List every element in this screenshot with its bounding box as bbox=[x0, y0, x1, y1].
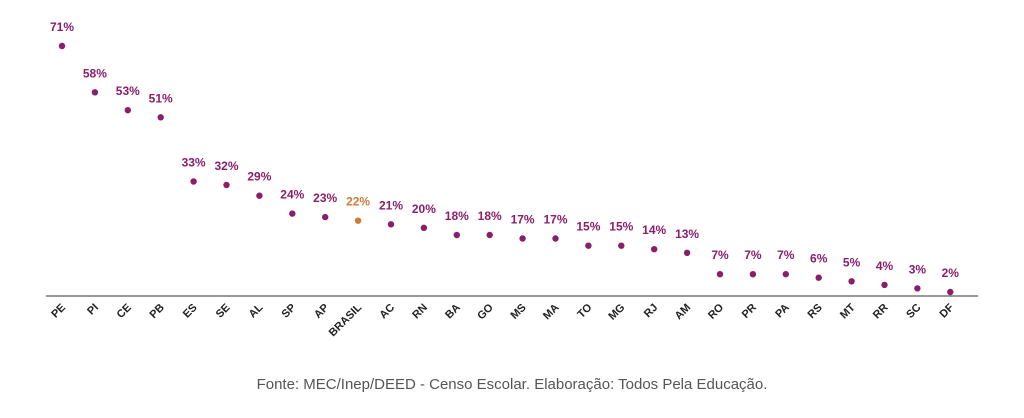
x-tick-label-pr: PR bbox=[740, 302, 759, 321]
data-label-go: 18% bbox=[478, 209, 502, 223]
x-tick-label-ce: CE bbox=[115, 302, 134, 321]
data-label-sc: 3% bbox=[909, 262, 927, 276]
data-point-ce bbox=[124, 107, 131, 114]
data-label-ce: 53% bbox=[116, 84, 140, 98]
data-point-es bbox=[190, 178, 197, 185]
data-label-rj: 14% bbox=[642, 223, 666, 237]
x-tick-label-mt: MT bbox=[838, 301, 858, 321]
data-point-mg bbox=[618, 242, 625, 249]
data-point-ro bbox=[716, 271, 724, 278]
data-label-rn: 20% bbox=[412, 202, 436, 216]
x-tick-label-ma: MA bbox=[541, 302, 562, 323]
x-tick-label-am: AM bbox=[673, 302, 694, 323]
source-caption: Fonte: MEC/Inep/DEED - Censo Escolar. El… bbox=[256, 376, 768, 393]
data-point-mt bbox=[848, 278, 855, 285]
x-tick-label-ro: RO bbox=[706, 301, 726, 321]
data-label-ac: 21% bbox=[379, 198, 403, 212]
x-tick-label-rn: RN bbox=[410, 302, 430, 322]
data-point-go bbox=[486, 231, 493, 239]
x-tick-label-sc: SC bbox=[904, 302, 923, 321]
data-point-ms bbox=[519, 235, 526, 242]
data-label-ro: 7% bbox=[711, 248, 729, 262]
data-label-ms: 17% bbox=[511, 213, 535, 227]
data-point-df bbox=[947, 288, 954, 296]
data-label-df: 2% bbox=[942, 266, 960, 280]
data-label-am: 13% bbox=[675, 227, 699, 241]
x-tick-label-rr: RR bbox=[871, 302, 891, 322]
x-tick-label-rs: RS bbox=[806, 302, 825, 321]
data-point-rr bbox=[881, 281, 888, 289]
data-label-pr: 7% bbox=[744, 248, 762, 262]
data-label-pe: 71% bbox=[50, 20, 74, 34]
x-tick-label-pi: PI bbox=[85, 302, 101, 318]
data-point-ac bbox=[387, 221, 395, 228]
data-label-rs: 6% bbox=[810, 252, 828, 266]
x-tick-label-pa: PA bbox=[773, 302, 792, 321]
x-tick-label-ms: MS bbox=[509, 302, 529, 322]
data-label-rr: 4% bbox=[876, 259, 894, 273]
data-label-pb: 51% bbox=[149, 91, 173, 105]
data-label-pi: 58% bbox=[83, 66, 107, 80]
data-label-to: 15% bbox=[576, 220, 600, 234]
x-tick-label-ap: AP bbox=[312, 302, 331, 321]
data-label-pa: 7% bbox=[777, 248, 795, 262]
data-point-ma bbox=[552, 235, 559, 242]
x-tick-label-ac: AC bbox=[377, 302, 397, 322]
data-point-rs bbox=[815, 274, 822, 281]
x-tick-label-rj: RJ bbox=[642, 302, 660, 320]
data-point-pe bbox=[58, 42, 66, 50]
data-point-brasil bbox=[354, 217, 362, 224]
data-point-am bbox=[683, 249, 691, 256]
data-point-sp bbox=[289, 210, 296, 217]
data-label-mg: 15% bbox=[609, 220, 633, 234]
x-tick-label-al: AL bbox=[247, 301, 266, 320]
x-tick-label-pe: PE bbox=[49, 302, 68, 321]
data-point-to bbox=[585, 242, 592, 249]
x-tick-label-go: GO bbox=[475, 301, 496, 322]
data-point-se bbox=[223, 181, 230, 189]
data-point-rn bbox=[420, 224, 428, 231]
data-label-brasil: 22% bbox=[346, 195, 370, 209]
data-label-ap: 23% bbox=[313, 191, 337, 205]
x-tick-label-sp: SP bbox=[280, 302, 299, 321]
x-tick-label-df: DF bbox=[938, 301, 957, 320]
x-tick-label-brasil: BRASIL bbox=[327, 301, 365, 339]
data-label-al: 29% bbox=[247, 170, 271, 184]
data-point-rj bbox=[651, 246, 658, 253]
data-point-ap bbox=[322, 213, 329, 221]
data-label-es: 33% bbox=[182, 156, 206, 170]
chart-marks: 71% 58% 53% 51% 33% 32% 29% 24% 23% 22% 21% 20% 18% 1… bbox=[50, 20, 960, 296]
data-label-mt: 5% bbox=[843, 255, 861, 269]
dot-plot-chart: 71% 58% 53% 51% 33% 32% 29% 24% 23% 22% 21% 20% 18% 1… bbox=[46, 20, 978, 339]
data-point-pa bbox=[782, 271, 789, 278]
x-tick-label-pb: PB bbox=[148, 302, 167, 321]
data-point-pb bbox=[157, 114, 164, 121]
data-label-sp: 24% bbox=[280, 188, 304, 202]
data-point-al bbox=[256, 192, 263, 199]
data-label-ma: 17% bbox=[543, 213, 567, 227]
data-label-se: 32% bbox=[214, 159, 238, 173]
x-tick-label-to: TO bbox=[575, 301, 594, 320]
x-tick-label-ba: BA bbox=[443, 302, 463, 322]
data-point-pi bbox=[91, 89, 99, 96]
x-tick-label-se: SE bbox=[214, 302, 233, 321]
x-tick-label-mg: MG bbox=[606, 302, 627, 323]
data-point-sc bbox=[914, 285, 921, 292]
data-point-ba bbox=[453, 231, 460, 239]
x-tick-label-es: ES bbox=[181, 302, 200, 321]
data-label-ba: 18% bbox=[445, 209, 469, 223]
data-point-pr bbox=[749, 271, 757, 278]
